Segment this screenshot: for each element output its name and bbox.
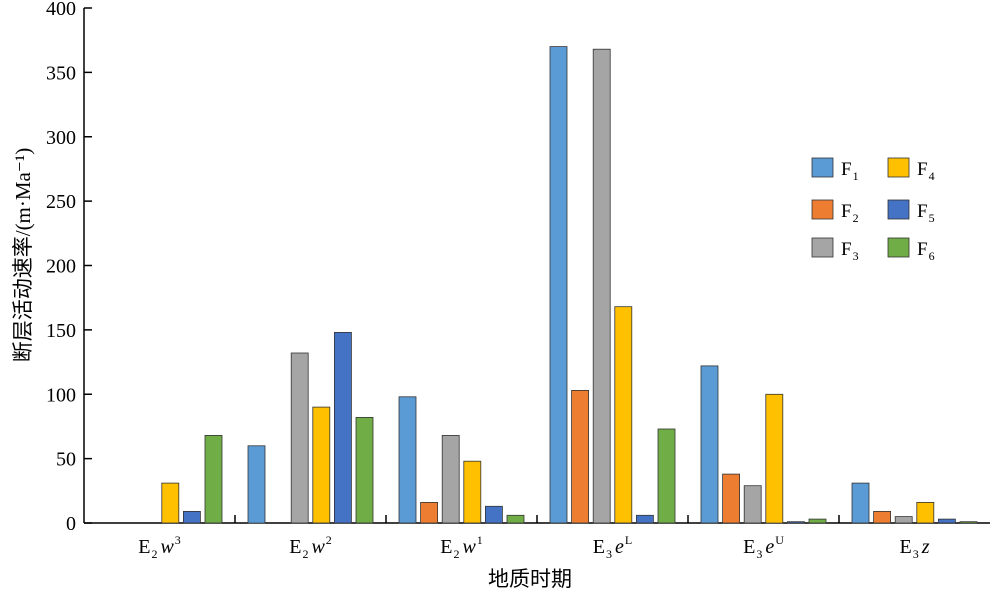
legend-swatch-F1 (811, 157, 834, 178)
bar-F4-E2w2 (312, 406, 331, 524)
bar-F5-E3eL (636, 514, 654, 524)
bar-F6-E3eL (657, 428, 676, 524)
y-tick-label: 50 (56, 449, 76, 471)
legend-swatch-F5 (887, 199, 910, 220)
bar-F3-E2w2 (290, 352, 309, 524)
bar-F4-E3eL (614, 306, 633, 524)
y-tick-label: 0 (66, 513, 76, 535)
bar-F6-E3eU (808, 518, 827, 524)
x-category-label-E2w3: E2 w3 (138, 533, 181, 561)
bar-F4-E2w3 (161, 482, 180, 524)
legend-swatch-F6 (887, 237, 910, 258)
bar-F4-E3z (916, 501, 935, 524)
y-axis: 0 50 100 150 200 250 300 350 400 (46, 0, 92, 535)
legend-swatch-F2 (811, 199, 834, 220)
bar-F6-E2w3 (204, 434, 223, 524)
legend-label-F6: F6 (917, 239, 935, 263)
bar-F1-E2w2 (247, 445, 266, 524)
x-category-label-E3eL: E3 eL (593, 533, 632, 561)
y-tick-label: 200 (46, 256, 76, 278)
bar-F5-E3z (938, 518, 956, 524)
bar-F1-E3z (851, 482, 870, 524)
x-axis-title: 地质时期 (488, 567, 572, 591)
bar-F5-E2w1 (484, 505, 503, 524)
legend-swatch-F4 (887, 157, 910, 178)
legend-label-F2: F2 (841, 201, 859, 225)
y-tick-label: 300 (46, 127, 76, 149)
bar-F5-E2w2 (333, 331, 352, 524)
bar-F6-E2w2 (355, 416, 374, 524)
y-tick-label: 150 (46, 320, 76, 342)
legend-label-F1: F1 (841, 159, 859, 183)
bar-F2-E3eU (722, 473, 740, 524)
y-tick-label: 100 (46, 384, 76, 406)
bar-F1-E3eL (549, 46, 568, 524)
legend-label-F3: F3 (841, 239, 859, 263)
bar-F2-E2w1 (420, 501, 439, 524)
y-tick-label: 350 (46, 62, 76, 84)
bar-F4-E3eU (765, 393, 784, 524)
bar-F1-E3eU (700, 365, 719, 524)
y-axis-title: 断层活动速率/(m·Ma⁻¹) (11, 148, 35, 363)
bar-F3-E3z (894, 516, 913, 524)
x-category-label-E2w2: E2 w2 (289, 533, 332, 561)
bar-F3-E2w1 (441, 434, 460, 524)
bar-F3-E3eU (743, 485, 762, 524)
bar-F6-E3z (959, 521, 978, 524)
y-tick-label: 250 (46, 191, 76, 213)
x-axis (84, 515, 990, 524)
bar-F4-E2w1 (463, 460, 482, 524)
bar-F5-E2w3 (182, 510, 201, 524)
legend-label-F4: F4 (917, 159, 935, 183)
bar-F3-E3eL (592, 48, 611, 524)
x-category-label-E3eU: E3 eU (743, 533, 784, 561)
bar-F6-E2w1 (506, 514, 525, 524)
legend-swatch-F3 (811, 237, 834, 258)
x-category-label-E2w1: E2 w1 (440, 533, 483, 561)
legend: F1 F2 F3 F4 F5 F6 (811, 157, 935, 263)
bar-F1-E2w1 (398, 396, 417, 524)
bars-group (161, 46, 978, 524)
bar-F2-E3eL (571, 389, 589, 524)
legend-label-F5: F5 (917, 201, 935, 225)
y-tick-label: 400 (46, 0, 76, 20)
x-category-labels: E2 w3 E2 w2 E2 w1 E3 eL E3 eU E3 z (138, 533, 929, 561)
x-category-label-E3z: E3 z (899, 536, 929, 561)
bar-F5-E3eU (787, 521, 805, 524)
bar-F2-E3z (873, 510, 891, 524)
